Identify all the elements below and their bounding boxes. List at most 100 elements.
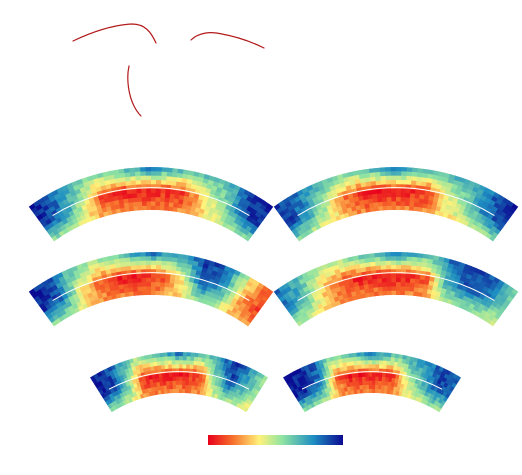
- heatmap-cell: [391, 200, 398, 206]
- heatmap-cell: [375, 352, 381, 357]
- heatmap-cell: [406, 175, 413, 181]
- heatmap-cell: [391, 192, 398, 198]
- heatmap-cell: [172, 371, 177, 377]
- heatmap-cell: [140, 179, 148, 185]
- heatmap-cell: [171, 256, 179, 263]
- heatmap-cell: [172, 384, 177, 390]
- heatmap-cell: [369, 260, 377, 267]
- heatmap-cell: [411, 256, 419, 262]
- heatmap-cell: [396, 285, 402, 291]
- heatmap-cell: [381, 281, 388, 287]
- heatmap-cell: [146, 285, 153, 291]
- panel-top-right: [273, 166, 519, 242]
- heatmap-cell: [134, 167, 142, 172]
- heatmap-cell: [126, 273, 134, 280]
- heatmap-cell: [391, 272, 398, 278]
- heatmap-cell: [416, 256, 424, 263]
- heatmap-cell: [137, 205, 144, 211]
- heatmap-cell: [396, 192, 402, 198]
- heatmap-cell: [370, 180, 378, 186]
- heatmap-cell: [155, 200, 162, 206]
- heatmap-cell: [136, 273, 143, 279]
- heatmap-cell: [146, 200, 153, 206]
- heatmap-cell: [381, 277, 388, 283]
- heatmap-cell: [124, 260, 132, 267]
- heatmap-cell: [375, 363, 381, 369]
- heatmap-cell: [161, 255, 169, 262]
- heatmap-cell: [172, 388, 177, 394]
- heatmap-cell: [414, 278, 421, 284]
- heatmap-cell: [368, 282, 375, 289]
- heatmap-cell: [368, 355, 374, 361]
- heatmap-cell: [166, 388, 171, 394]
- heatmap-cell: [169, 282, 176, 289]
- heatmap-cell: [182, 355, 188, 361]
- heatmap-cell: [160, 360, 166, 366]
- heatmap-cell: [141, 277, 148, 283]
- heatmap-cell: [382, 205, 389, 211]
- heatmap-cell: [156, 255, 163, 261]
- heatmap-cell: [377, 286, 384, 292]
- heatmap-cell: [166, 256, 174, 262]
- heatmap-cell: [369, 175, 377, 182]
- heatmap-cell: [142, 205, 148, 211]
- heatmap-cell: [357, 359, 363, 365]
- heatmap-cell: [131, 192, 139, 199]
- heatmap-cell: [366, 274, 374, 281]
- colorbar: [208, 435, 343, 445]
- heatmap-cell: [113, 173, 122, 179]
- heatmap-cell: [400, 205, 406, 211]
- heatmap-cell: [365, 180, 373, 187]
- heatmap-cell: [390, 255, 398, 261]
- heatmap-cell: [411, 175, 419, 182]
- heatmap-cell: [131, 273, 138, 279]
- heatmap-cell: [371, 188, 379, 195]
- heatmap-cell: [377, 201, 384, 207]
- contour-line: [297, 187, 495, 216]
- heatmap-cell: [368, 352, 374, 357]
- heatmap-cell: [368, 380, 373, 385]
- heatmap-cell: [386, 200, 393, 206]
- heatmap-cell: [161, 260, 168, 266]
- heatmap-cell: [405, 281, 412, 288]
- heatmap-cell: [361, 372, 367, 377]
- heatmap-cell: [378, 205, 385, 211]
- heatmap-cell: [362, 380, 367, 386]
- heatmap-cell: [135, 179, 143, 185]
- heatmap-cell: [410, 179, 418, 186]
- heatmap-cell: [374, 388, 379, 394]
- heatmap-cell: [400, 272, 407, 279]
- heatmap-cell: [409, 197, 416, 203]
- sketch-strokes: [72, 23, 265, 117]
- heatmap-cell: [140, 255, 147, 261]
- heatmap-cell: [134, 170, 142, 177]
- heatmap-cell: [415, 180, 423, 186]
- heatmap-cell: [160, 277, 167, 283]
- heatmap-cell: [406, 251, 414, 258]
- heatmap-cell: [182, 363, 188, 369]
- heatmap-cell: [372, 197, 379, 203]
- heatmap-cell: [151, 260, 158, 266]
- heatmap-cell: [166, 175, 174, 182]
- heatmap-cell: [361, 190, 369, 196]
- heatmap-cell: [128, 290, 135, 297]
- heatmap-cell: [366, 189, 374, 196]
- heatmap-cell: [126, 188, 134, 195]
- heatmap-cell: [400, 290, 406, 296]
- heatmap-cell: [177, 168, 185, 175]
- heatmap-cell: [163, 351, 169, 357]
- heatmap-cell: [151, 290, 157, 296]
- heatmap-cell: [410, 273, 417, 279]
- heatmap-cell: [175, 363, 180, 369]
- heatmap-cell: [414, 282, 421, 289]
- heatmap-cell: [378, 290, 385, 296]
- heatmap-cell: [390, 179, 398, 185]
- heatmap-cell: [155, 277, 162, 283]
- contour-line: [297, 272, 495, 301]
- heatmap-cell: [386, 196, 393, 202]
- heatmap-cell: [422, 168, 430, 175]
- heatmap-cell: [386, 285, 393, 291]
- heatmap-cell: [168, 372, 174, 377]
- heatmap-cell: [122, 193, 129, 200]
